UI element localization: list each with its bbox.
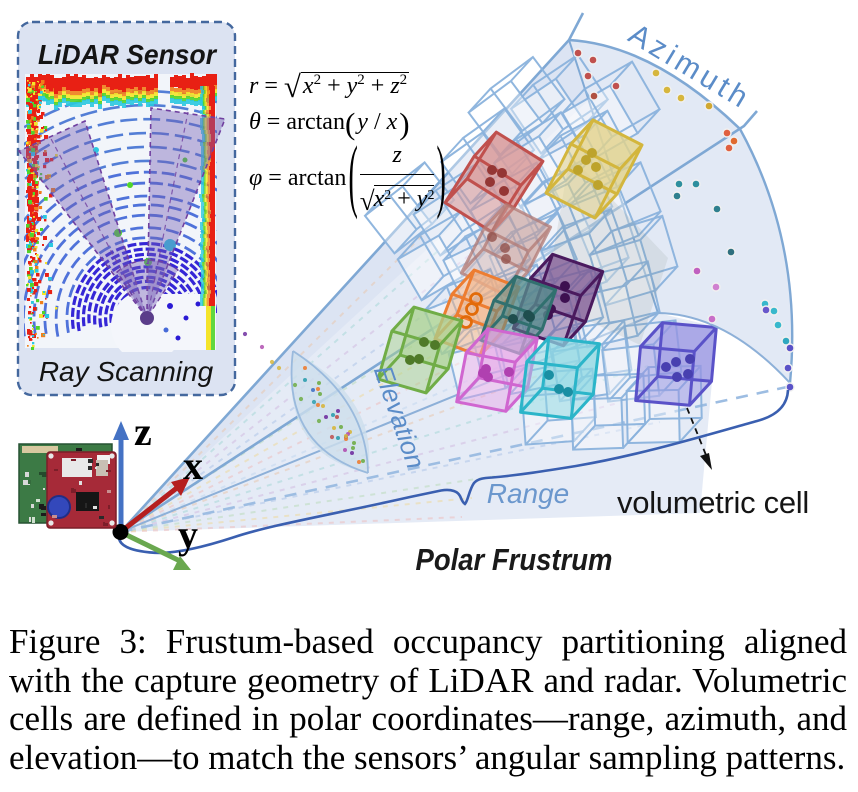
svg-text:volumetric cell: volumetric cell (617, 485, 809, 520)
svg-text:Polar Frustrum: Polar Frustrum (416, 542, 613, 577)
svg-text:y: y (178, 512, 198, 557)
svg-text:x: x (183, 443, 203, 488)
svg-text:LiDAR Sensor: LiDAR Sensor (38, 39, 218, 70)
svg-text:Range: Range (487, 478, 570, 509)
svg-text:Ray Scanning: Ray Scanning (39, 356, 214, 387)
svg-text:z: z (134, 409, 152, 454)
